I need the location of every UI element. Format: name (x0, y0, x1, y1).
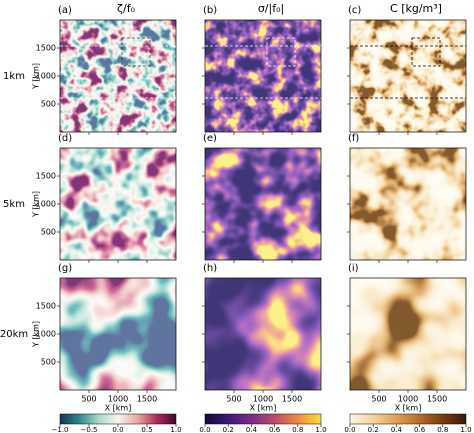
x-tick-label: 1000 (398, 395, 418, 404)
y-tick-label: 1500 (36, 172, 56, 181)
colorbar-tick-label: 0.4 (246, 426, 258, 433)
colorbar-tick-label: 1.0 (315, 426, 326, 433)
colorbar-tick-label: 1.0 (170, 426, 181, 433)
x-tick-label: 1500 (137, 395, 157, 404)
colorbar-tick-label: 0.8 (292, 426, 303, 433)
colorbar-tick-label: 0.6 (414, 426, 426, 433)
panel-label: (i) (348, 263, 359, 274)
panel-label: (h) (203, 263, 217, 274)
panel-label: (f) (348, 133, 359, 144)
y-tick-label: 1500 (36, 44, 56, 53)
y-axis-label: Y [km] (32, 63, 41, 90)
field-image (60, 278, 176, 390)
colorbar-tick-label: 1.0 (460, 426, 471, 433)
colorbar-tick-label: 0.0 (344, 426, 355, 433)
colorbar-tick-label: 0.0 (112, 426, 123, 433)
panel-label: (c) (348, 5, 361, 16)
colorbar (349, 413, 467, 425)
x-tick-label: 1000 (253, 395, 273, 404)
panel-label: (g) (58, 263, 72, 274)
y-tick-label: 1000 (36, 200, 56, 209)
colorbar (59, 413, 177, 425)
x-axis-label: X [km] (105, 404, 132, 413)
colorbar-tick-label: 0.2 (368, 426, 379, 433)
row-label: 5km (3, 199, 25, 210)
panel-label: (e) (203, 133, 217, 144)
field-image (350, 20, 466, 132)
colorbar-tick-label: −1.0 (52, 426, 69, 433)
column-title: σ/|f₀| (258, 2, 284, 15)
column-title: C [kg/m³] (390, 2, 442, 15)
row-label: 1km (3, 71, 25, 82)
x-tick-label: 500 (81, 395, 96, 404)
panel-label: (d) (58, 133, 72, 144)
panel-label: (b) (203, 5, 217, 16)
colorbar-tick-label: 0.6 (269, 426, 281, 433)
field-image (350, 148, 466, 260)
colorbar-tick-label: 0.2 (223, 426, 234, 433)
y-tick-label: 1000 (36, 330, 56, 339)
y-tick-label: 1500 (36, 302, 56, 311)
field-image (205, 278, 321, 390)
y-tick-label: 500 (41, 100, 56, 109)
x-tick-label: 500 (371, 395, 386, 404)
colorbar-tick-label: 0.0 (199, 426, 210, 433)
field-image (205, 148, 321, 260)
column-title: ζ/f₀ (117, 2, 136, 15)
row-label: 20km (0, 329, 28, 340)
x-tick-label: 1000 (108, 395, 128, 404)
x-axis-label: X [km] (250, 404, 277, 413)
colorbar-tick-label: 0.8 (437, 426, 448, 433)
y-tick-label: 1000 (36, 72, 56, 81)
x-axis-label: X [km] (395, 404, 422, 413)
field-image (60, 148, 176, 260)
colorbar (204, 413, 322, 425)
colorbar-tick-label: 0.4 (391, 426, 403, 433)
y-tick-label: 500 (41, 358, 56, 367)
y-axis-label: Y [km] (32, 321, 41, 348)
dashed-box (411, 37, 441, 67)
colorbar-tick-label: −0.5 (81, 426, 98, 433)
x-tick-label: 500 (226, 395, 241, 404)
y-axis-label: Y [km] (32, 191, 41, 218)
y-tick-label: 500 (41, 228, 56, 237)
dashed-box (266, 37, 296, 67)
x-tick-label: 1500 (282, 395, 302, 404)
dashed-box (121, 37, 151, 67)
x-tick-label: 1500 (427, 395, 447, 404)
colorbar-tick-label: 0.5 (141, 426, 152, 433)
panel-label: (a) (58, 5, 72, 16)
field-image (60, 20, 176, 132)
field-image (350, 278, 466, 390)
field-image (205, 20, 321, 132)
